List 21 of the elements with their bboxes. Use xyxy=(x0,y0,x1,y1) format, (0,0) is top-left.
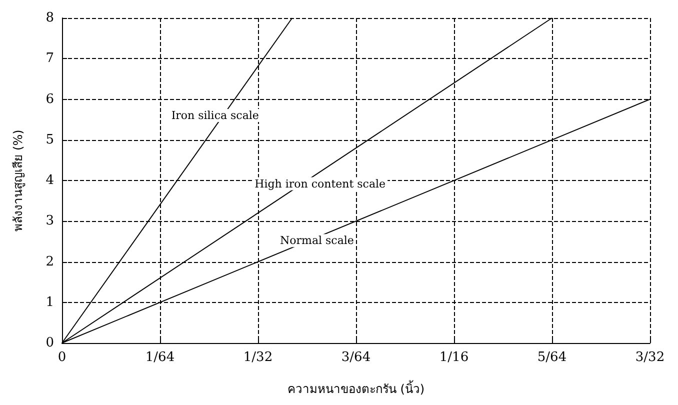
series-label: Normal scale xyxy=(280,234,354,248)
y-tick-label: 4 xyxy=(46,173,54,188)
y-tick-label: 6 xyxy=(46,92,54,107)
x-tick-label: 1/16 xyxy=(439,350,469,365)
x-tick-label: 1/64 xyxy=(145,350,175,365)
y-tick-label: 2 xyxy=(46,254,54,270)
y-tick-label: 8 xyxy=(46,10,54,26)
x-tick-label: 0 xyxy=(58,350,66,365)
y-tick-label: 1 xyxy=(46,294,54,310)
x-tick-label: 3/32 xyxy=(635,350,665,365)
x-tick-label: 5/64 xyxy=(537,350,567,365)
x-tick-label: 3/64 xyxy=(341,350,371,365)
y-tick-label: 7 xyxy=(46,51,54,66)
series-label: High iron content scale xyxy=(254,177,386,190)
y-tick-label: 3 xyxy=(46,214,54,229)
y-tick-label: 0 xyxy=(46,336,54,350)
series-label: Iron silica scale xyxy=(171,109,259,122)
y-axis-title: พลังงานสูญเสีย (%) xyxy=(11,130,26,232)
x-axis-title: ความหนาของตะกรัน (นิ้ว) xyxy=(287,380,425,396)
x-tick-label: 1/32 xyxy=(243,350,273,365)
y-tick-label: 5 xyxy=(46,132,54,148)
